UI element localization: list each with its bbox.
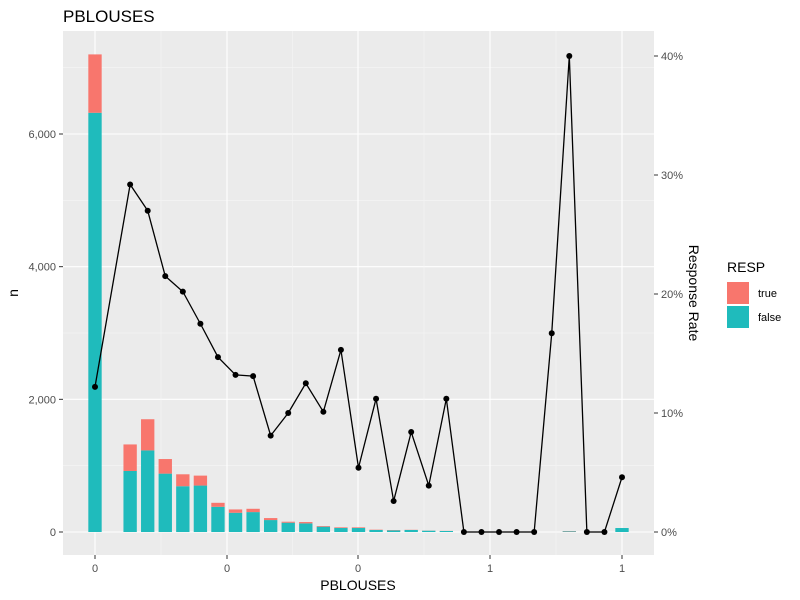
response-rate-point [583,529,590,535]
response-rate-point [513,529,520,535]
bar-true [123,444,137,471]
response-rate-point [566,53,573,59]
x-axis-title: PBLOUSES [320,577,395,593]
y2-tick-label: 40% [661,51,683,63]
x-tick-label: 0 [92,563,98,575]
bar-false [615,528,629,532]
bar-false [404,530,418,532]
bar-group [88,54,629,533]
response-rate-point [127,181,134,188]
response-rate-point [496,529,503,535]
bar-true [263,518,278,521]
legend: RESP true false [727,259,781,328]
bar-false [439,531,454,532]
legend-title: RESP [727,259,765,275]
bar-false [176,486,190,532]
response-rate-point [460,529,467,535]
response-rate-point [320,408,327,415]
response-rate-point [619,474,625,481]
bar-false [369,530,383,532]
response-rate-point [92,383,98,390]
y2-axis-ticks: 0% 10% 20% 30% 40% [654,51,683,539]
bar-false [228,512,243,532]
bar-true [193,475,208,486]
bar-false [158,473,172,532]
x-tick-label: 0 [355,563,361,575]
response-rate-point [478,529,485,535]
bar-true [211,502,225,507]
gridlines [63,31,654,555]
response-rate-point [548,330,555,337]
response-rate-point [250,373,257,380]
bar-false [334,528,348,532]
response-rate-point [531,529,538,535]
y2-axis-title: Response Rate [686,245,702,342]
legend-label-true: true [758,288,777,300]
y-tick-label: 4,000 [28,262,56,274]
bar-true [158,459,172,474]
response-rate-point [601,529,608,535]
bar-true [246,508,260,513]
response-rate-point [443,395,450,402]
bar-true [334,527,348,529]
bar-false [246,512,260,532]
bar-false [386,530,401,532]
response-rate-point [144,207,151,214]
bar-false [123,470,137,532]
bar-false [299,523,313,532]
bar-true [351,527,366,529]
response-rate-polyline [94,55,623,533]
response-rate-point [373,395,380,402]
bar-false [211,506,225,532]
response-rate-point [162,273,169,280]
bar-true [176,474,190,487]
response-rate-point [355,464,362,471]
response-rate-point [214,354,221,361]
bar-true [299,522,313,524]
y2-tick-label: 0% [661,527,677,539]
response-rate-point [425,482,432,489]
bar-true [141,419,155,451]
response-rate-point [390,498,397,505]
bar-true [88,54,102,113]
y2-tick-label: 10% [661,408,683,420]
bar-false [281,522,295,532]
y-axis-title: n [5,289,21,297]
y2-tick-label: 30% [661,170,683,182]
y-axis-ticks: 0 2,000 4,000 6,000 [28,129,63,539]
bar-false [193,485,208,532]
response-rate-point [232,371,239,378]
x-tick-label: 1 [487,563,493,575]
y-tick-label: 2,000 [28,394,56,406]
bar-false [562,531,576,532]
x-tick-label: 1 [619,563,625,575]
y-tick-label: 0 [50,527,56,539]
legend-key-true [727,282,749,304]
legend-label-false: false [758,312,781,324]
response-rate-point [337,346,344,353]
bar-false [422,530,436,532]
response-rate-point [267,432,274,439]
response-rate-point [197,320,204,327]
response-rate-point [179,288,186,295]
y2-tick-label: 20% [661,289,683,301]
legend-key-false [727,306,749,328]
bar-false [88,112,102,533]
chart-title: PBLOUSES [63,7,155,26]
response-rate-point [285,410,292,416]
response-rate-point [408,429,415,436]
bar-true [281,521,295,523]
bar-true [228,509,243,513]
response-rate-line [92,53,625,535]
bar-true [316,526,331,527]
x-tick-label: 0 [224,563,230,575]
bar-false [351,528,366,532]
bar-false [316,526,331,532]
bar-false [263,520,278,532]
y-tick-label: 6,000 [28,129,56,141]
response-rate-point [302,380,309,387]
bar-false [141,450,155,532]
x-axis-ticks: 0 0 0 1 1 [92,555,625,575]
